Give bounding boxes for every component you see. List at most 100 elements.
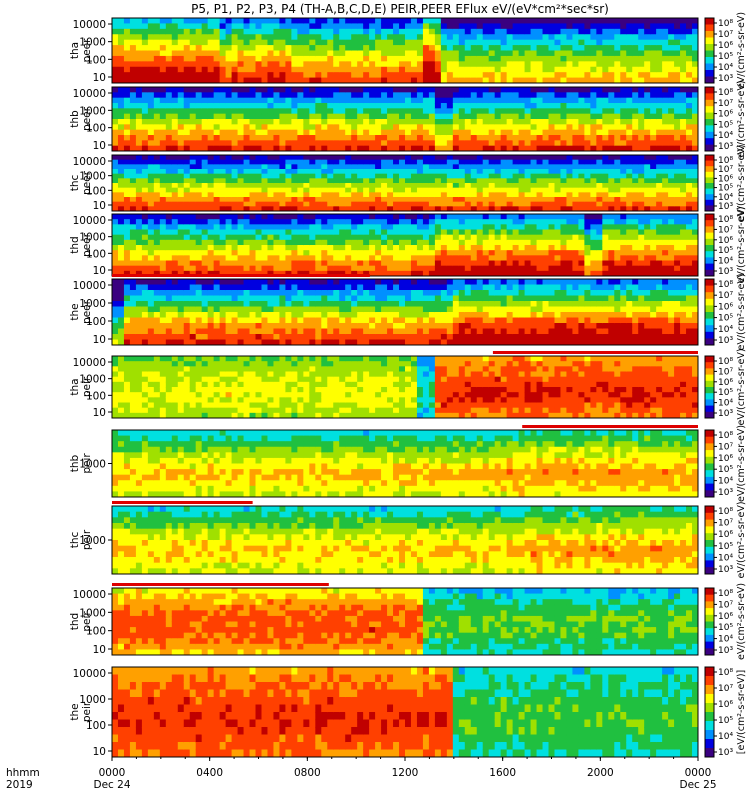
heatmap-cell xyxy=(273,87,281,93)
heatmap-cell xyxy=(500,250,508,256)
heatmap-cell xyxy=(626,265,633,272)
heatmap-cell xyxy=(112,328,119,335)
heatmap-cell xyxy=(638,239,645,246)
heatmap-cell xyxy=(578,229,585,236)
heatmap-cell xyxy=(452,155,460,161)
heatmap-cell xyxy=(494,173,502,179)
heatmap-cell xyxy=(123,77,131,83)
heatmap-cell xyxy=(405,97,412,104)
heatmap-cell xyxy=(596,92,603,99)
heatmap-cell xyxy=(434,97,442,104)
heatmap-cell xyxy=(165,265,173,272)
heatmap-cell xyxy=(315,18,322,25)
heatmap-cell xyxy=(572,103,580,109)
heatmap-cell xyxy=(207,113,215,120)
heatmap-cell xyxy=(195,192,203,198)
heatmap-cell xyxy=(674,103,681,109)
heatmap-cell xyxy=(183,178,191,184)
heatmap-cell xyxy=(135,270,143,276)
heatmap-cell xyxy=(434,23,442,30)
heatmap-cell xyxy=(285,45,292,52)
heatmap-cell xyxy=(446,61,454,68)
heatmap-cell xyxy=(171,140,179,147)
heatmap-cell xyxy=(273,214,281,220)
heatmap-cell xyxy=(692,187,698,193)
heatmap-cell xyxy=(405,92,412,99)
heatmap-cell xyxy=(279,169,287,175)
heatmap-cell xyxy=(434,224,442,231)
heatmap-cell xyxy=(470,77,478,83)
heatmap-cell xyxy=(596,28,603,35)
heatmap-cell xyxy=(207,192,215,198)
heatmap-cell xyxy=(458,18,466,25)
heatmap-cell xyxy=(279,173,287,179)
heatmap-cell xyxy=(381,239,388,246)
heatmap-cell xyxy=(608,45,615,52)
heatmap-cell xyxy=(165,113,173,120)
heatmap-cell xyxy=(291,103,298,109)
heatmap-cell xyxy=(399,183,406,189)
heatmap-cell xyxy=(644,23,651,30)
heatmap-cell xyxy=(476,234,484,241)
heatmap-cell xyxy=(135,295,143,302)
heatmap-cell xyxy=(213,155,221,161)
heatmap-cell xyxy=(165,45,173,52)
heatmap-cell xyxy=(381,39,388,46)
heatmap-cell xyxy=(578,255,585,262)
heatmap-cell xyxy=(518,18,526,25)
heatmap-cell xyxy=(566,129,574,136)
heatmap-cell xyxy=(153,135,161,141)
heatmap-cell xyxy=(399,97,406,104)
heatmap-cell xyxy=(219,187,227,193)
heatmap-cell xyxy=(620,239,627,246)
heatmap-cell xyxy=(416,155,424,161)
heatmap-cell xyxy=(333,187,340,193)
heatmap-cell xyxy=(428,39,436,46)
heatmap-cell xyxy=(494,124,502,131)
heatmap-cell xyxy=(500,260,508,267)
heatmap-cell xyxy=(656,145,663,151)
heatmap-cell xyxy=(201,87,209,93)
heatmap-cell xyxy=(291,250,298,256)
heatmap-cell xyxy=(530,50,538,57)
heatmap-cell xyxy=(267,178,275,184)
heatmap-cell xyxy=(357,50,364,57)
heatmap-cell xyxy=(369,34,376,41)
heatmap-cell xyxy=(434,135,442,141)
heatmap-cell xyxy=(686,45,693,52)
heatmap-cell xyxy=(219,55,227,62)
heatmap-cell xyxy=(482,77,490,83)
heatmap-cell xyxy=(554,61,562,68)
heatmap-cell xyxy=(680,197,687,203)
heatmap-cell xyxy=(470,18,478,25)
heatmap-cell xyxy=(369,159,376,165)
heatmap-cell xyxy=(279,164,287,170)
heatmap-cell xyxy=(458,229,466,236)
heatmap-cell xyxy=(650,45,657,52)
heatmap-cell xyxy=(488,45,496,52)
heatmap-cell xyxy=(536,255,544,262)
heatmap-cell xyxy=(327,255,334,262)
heatmap-cell xyxy=(141,50,149,57)
heatmap-cell xyxy=(476,28,484,35)
heatmap-cell xyxy=(446,206,454,211)
heatmap-cell xyxy=(584,245,591,251)
heatmap-cell xyxy=(650,50,657,57)
heatmap-cell xyxy=(632,265,639,272)
heatmap-cell xyxy=(638,224,645,231)
heatmap-cell xyxy=(416,28,424,35)
heatmap-cell xyxy=(608,28,615,35)
heatmap-cell xyxy=(387,214,394,220)
heatmap-cell xyxy=(333,18,340,25)
heatmap-cell xyxy=(112,155,119,161)
heatmap-cell xyxy=(506,250,514,256)
heatmap-cell xyxy=(428,124,436,131)
heatmap-cell xyxy=(626,206,633,211)
heatmap-cell xyxy=(410,113,418,120)
heatmap-cell xyxy=(393,169,400,175)
heatmap-cell xyxy=(542,145,550,151)
heatmap-cell xyxy=(584,219,591,225)
heatmap-cell xyxy=(644,250,651,256)
heatmap-cell xyxy=(405,201,412,207)
heatmap-cell xyxy=(692,50,698,57)
